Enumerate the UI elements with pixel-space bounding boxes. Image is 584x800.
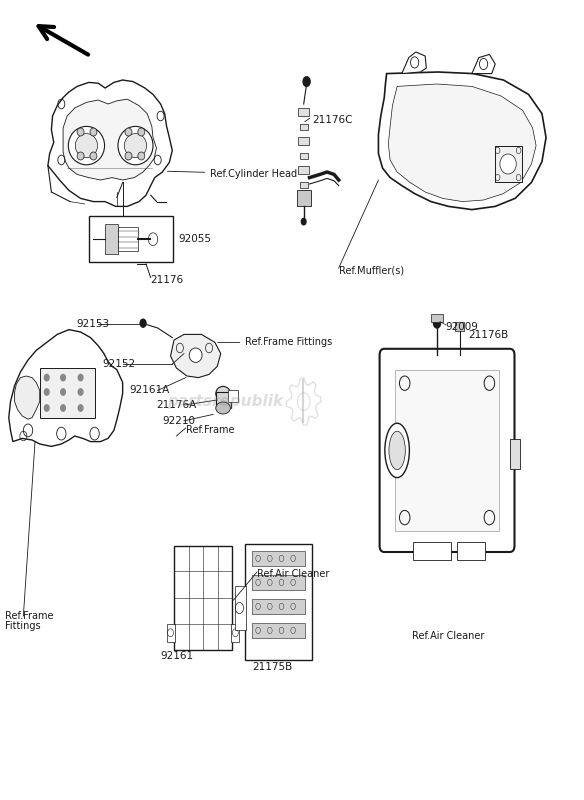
Ellipse shape <box>124 134 147 158</box>
Text: Ref.Air Cleaner: Ref.Air Cleaner <box>257 570 329 579</box>
Text: Ref.Frame: Ref.Frame <box>5 611 53 621</box>
Circle shape <box>303 77 310 86</box>
Ellipse shape <box>77 128 84 136</box>
Circle shape <box>78 389 83 395</box>
Ellipse shape <box>500 154 516 174</box>
Bar <box>252 623 305 638</box>
Bar <box>395 370 499 531</box>
Polygon shape <box>171 334 221 378</box>
Text: Fittings: Fittings <box>5 621 40 630</box>
Text: 92161: 92161 <box>161 651 193 661</box>
Circle shape <box>44 405 49 411</box>
Ellipse shape <box>125 128 132 136</box>
Text: 21176A: 21176A <box>157 400 197 410</box>
Polygon shape <box>472 54 495 74</box>
Text: Ref.Frame Fittings: Ref.Frame Fittings <box>218 338 332 347</box>
Bar <box>167 624 175 642</box>
Bar <box>252 575 305 590</box>
Circle shape <box>301 218 306 225</box>
Circle shape <box>44 389 49 395</box>
Bar <box>235 586 246 630</box>
Ellipse shape <box>189 348 202 362</box>
Text: 92210: 92210 <box>162 416 196 426</box>
Bar <box>300 124 308 130</box>
Ellipse shape <box>75 134 98 158</box>
Bar <box>298 166 309 174</box>
Text: 92161A: 92161A <box>130 386 170 395</box>
Bar <box>174 546 232 650</box>
Bar <box>228 390 238 402</box>
Bar <box>298 108 309 116</box>
Circle shape <box>78 405 83 411</box>
Polygon shape <box>9 330 123 446</box>
Polygon shape <box>402 52 426 74</box>
Circle shape <box>78 374 83 381</box>
Text: partsrepublik: partsrepublik <box>167 394 283 409</box>
Text: Ref.Muffler(s): Ref.Muffler(s) <box>339 266 404 275</box>
Ellipse shape <box>77 152 84 160</box>
FancyBboxPatch shape <box>380 349 515 552</box>
Bar <box>510 439 520 470</box>
Bar <box>457 542 485 560</box>
Polygon shape <box>388 84 536 202</box>
Text: 21175B: 21175B <box>252 662 292 672</box>
Polygon shape <box>63 99 157 180</box>
Circle shape <box>61 405 65 411</box>
Bar <box>231 624 239 642</box>
Bar <box>89 216 173 262</box>
Text: 21176: 21176 <box>151 275 184 285</box>
Ellipse shape <box>215 402 231 414</box>
Text: Ref.Cylinder Head: Ref.Cylinder Head <box>168 169 297 178</box>
Ellipse shape <box>138 152 145 160</box>
Ellipse shape <box>118 126 153 165</box>
Text: 92009: 92009 <box>446 322 479 332</box>
Ellipse shape <box>138 128 145 136</box>
Text: Ref.Frame: Ref.Frame <box>186 426 234 435</box>
Circle shape <box>61 374 65 381</box>
Bar <box>455 322 464 331</box>
Bar <box>105 224 118 254</box>
Bar <box>413 542 451 560</box>
Bar <box>300 182 308 188</box>
Text: 92055: 92055 <box>178 234 211 244</box>
Bar <box>245 544 312 660</box>
Bar <box>252 551 305 566</box>
Circle shape <box>44 374 49 381</box>
Ellipse shape <box>90 152 97 160</box>
Polygon shape <box>378 72 546 210</box>
Circle shape <box>61 389 65 395</box>
Text: 21176C: 21176C <box>312 115 353 125</box>
Ellipse shape <box>90 128 97 136</box>
Ellipse shape <box>68 126 105 165</box>
Text: 21176B: 21176B <box>468 330 509 340</box>
Bar <box>118 227 138 251</box>
Bar <box>298 137 309 145</box>
Bar <box>40 368 95 418</box>
Text: 92153: 92153 <box>76 319 109 329</box>
Bar <box>431 314 443 322</box>
Polygon shape <box>48 80 172 206</box>
Ellipse shape <box>125 152 132 160</box>
Bar <box>300 153 308 159</box>
Text: 92152: 92152 <box>102 359 135 369</box>
Ellipse shape <box>215 386 231 401</box>
Polygon shape <box>15 376 40 419</box>
Ellipse shape <box>385 423 409 478</box>
Bar <box>495 146 522 182</box>
Bar <box>252 599 305 614</box>
Bar <box>216 392 231 408</box>
Circle shape <box>140 319 146 327</box>
FancyBboxPatch shape <box>297 190 311 206</box>
Text: Ref.Air Cleaner: Ref.Air Cleaner <box>412 631 484 641</box>
Circle shape <box>433 318 440 328</box>
Ellipse shape <box>389 431 405 470</box>
